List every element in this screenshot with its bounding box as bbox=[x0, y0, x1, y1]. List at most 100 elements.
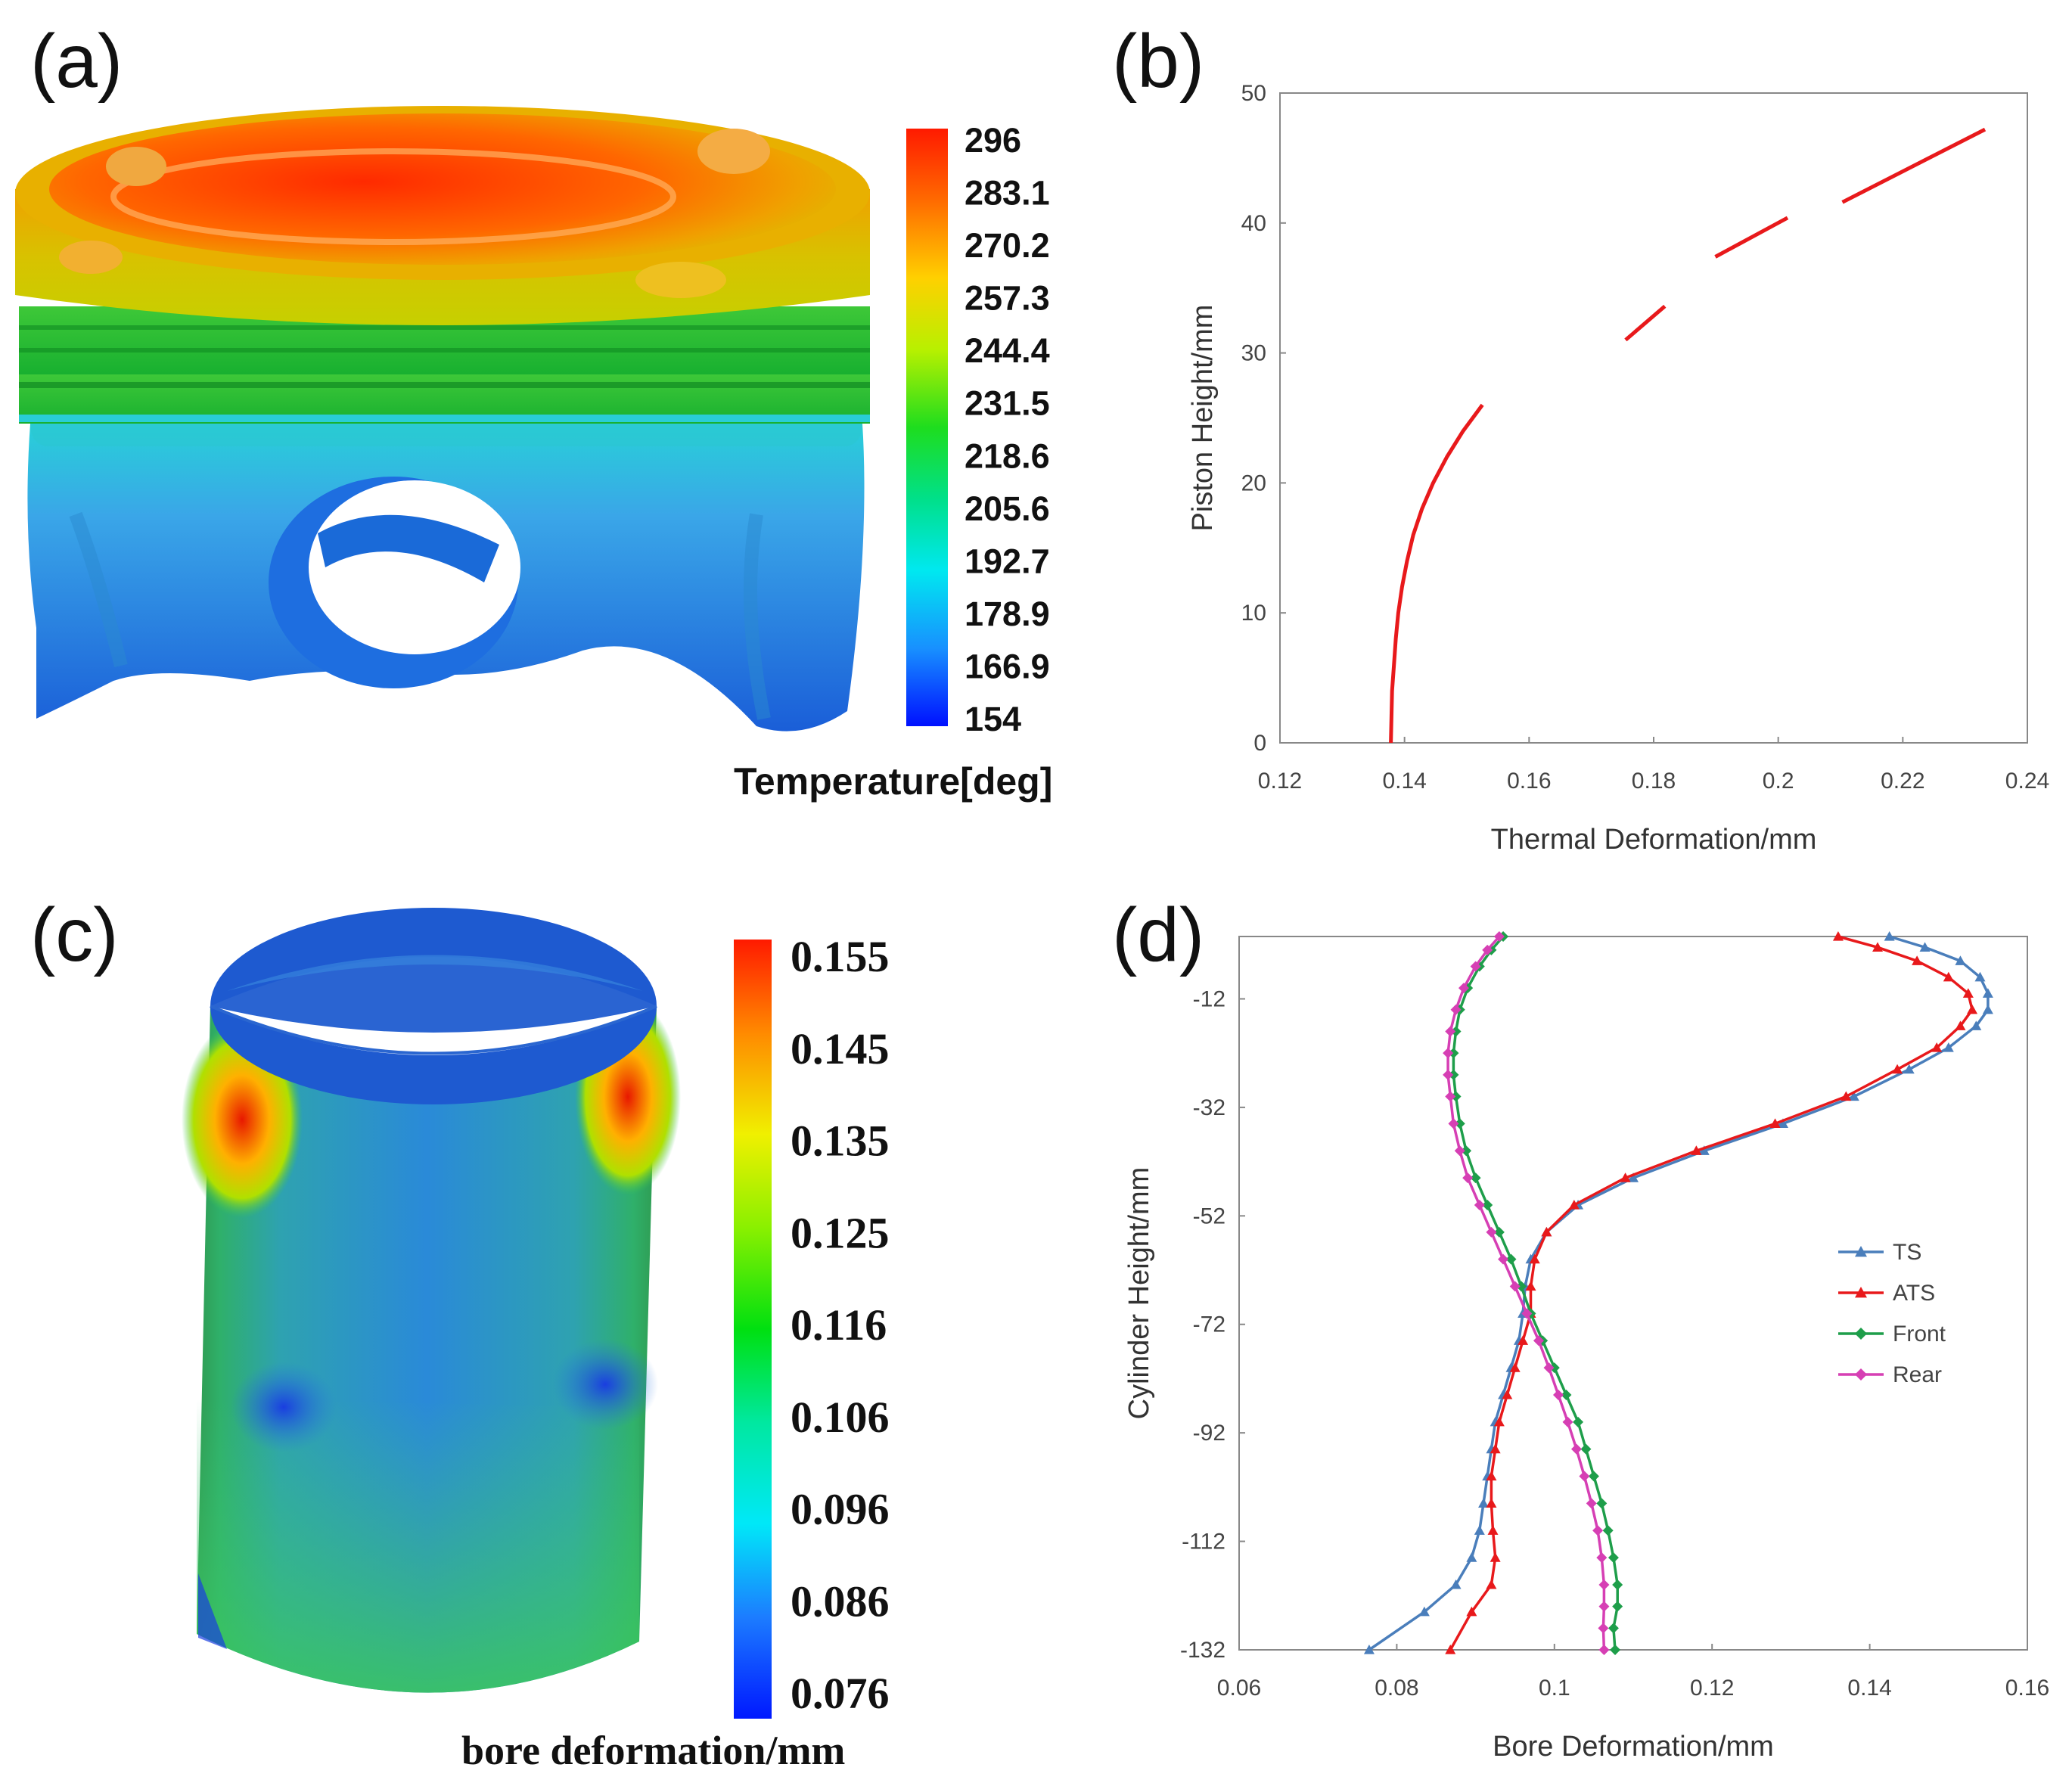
deformation-colorbar-label: 0.106 bbox=[791, 1393, 890, 1442]
temperature-colorbar bbox=[906, 129, 948, 726]
data-point bbox=[1586, 1498, 1597, 1509]
series-line bbox=[1624, 304, 1667, 342]
piston-render bbox=[15, 106, 870, 731]
data-point bbox=[1482, 1199, 1493, 1210]
legend: TS ATS Front Rear bbox=[1838, 1240, 1946, 1387]
cylinder-render bbox=[182, 908, 681, 1693]
data-point bbox=[1443, 1048, 1454, 1059]
data-point bbox=[1493, 1416, 1505, 1427]
x-tick-label: 0.08 bbox=[1375, 1676, 1418, 1701]
deformation-colorbar-label: 0.135 bbox=[791, 1117, 890, 1166]
data-point bbox=[1832, 931, 1844, 941]
temperature-colorbar-label: 244.4 bbox=[965, 331, 1050, 370]
panel-b-label: (b) bbox=[1112, 19, 1204, 104]
data-point bbox=[1505, 1253, 1517, 1265]
deformation-colorbar bbox=[734, 940, 772, 1719]
data-point bbox=[1521, 1308, 1533, 1319]
data-point bbox=[1955, 955, 1966, 965]
y-axis-title: Piston Height/mm bbox=[1187, 305, 1219, 532]
data-point bbox=[1482, 944, 1493, 955]
series-line bbox=[1841, 127, 1987, 204]
data-point bbox=[1580, 1443, 1592, 1455]
temperature-colorbar-title: Temperature[deg] bbox=[734, 760, 1052, 803]
data-point bbox=[1698, 1145, 1710, 1155]
data-point bbox=[1363, 1645, 1375, 1654]
data-point bbox=[1596, 1552, 1608, 1564]
data-point bbox=[1919, 942, 1931, 952]
temperature-colorbar-label: 257.3 bbox=[965, 279, 1050, 318]
data-point bbox=[1602, 1525, 1614, 1536]
x-tick-label: 0.16 bbox=[1507, 769, 1551, 794]
data-point bbox=[1955, 1020, 1966, 1030]
data-point bbox=[1562, 1416, 1573, 1427]
deformation-colorbar-label: 0.125 bbox=[791, 1208, 890, 1257]
y-tick-label: 30 bbox=[1241, 341, 1266, 366]
data-point bbox=[1769, 1118, 1781, 1129]
data-point bbox=[1612, 1579, 1623, 1590]
data-point bbox=[1458, 983, 1469, 994]
data-point bbox=[1486, 1579, 1497, 1589]
series-line bbox=[1446, 935, 1606, 1651]
y-tick-label: -92 bbox=[1193, 1421, 1225, 1446]
y-tick-label: -32 bbox=[1193, 1095, 1225, 1120]
panel-c-label: (c) bbox=[30, 893, 119, 977]
data-point bbox=[1516, 1281, 1527, 1292]
data-point bbox=[1592, 1525, 1604, 1536]
x-tick-label: 0.16 bbox=[2005, 1676, 2049, 1701]
data-point bbox=[1502, 1389, 1513, 1399]
data-point bbox=[1445, 1091, 1456, 1102]
data-point bbox=[1529, 1253, 1540, 1264]
data-point bbox=[1872, 942, 1884, 952]
deformation-colorbar-label: 0.076 bbox=[791, 1669, 890, 1718]
y-tick-label: 50 bbox=[1241, 81, 1266, 106]
series-line bbox=[1714, 216, 1789, 259]
data-point bbox=[1493, 931, 1505, 942]
series-line bbox=[1452, 935, 1619, 1651]
legend-item: ATS bbox=[1838, 1281, 1935, 1306]
data-point bbox=[1855, 1246, 1867, 1257]
data-point bbox=[1517, 1335, 1529, 1345]
data-point bbox=[1855, 1328, 1867, 1340]
y-tick-label: -72 bbox=[1193, 1312, 1225, 1337]
deformation-colorbar-labels: 0.155 0.145 0.135 0.125 0.116 0.106 0.096 0.086… bbox=[791, 932, 890, 1718]
x-tick-label: 0.1 bbox=[1539, 1676, 1570, 1701]
data-point bbox=[1509, 1362, 1521, 1372]
temperature-colorbar-label: 283.1 bbox=[965, 174, 1050, 213]
data-point bbox=[1549, 1362, 1560, 1374]
y-tick-label: 10 bbox=[1241, 601, 1266, 626]
panel-a-label: (a) bbox=[30, 19, 123, 104]
data-point bbox=[1612, 1601, 1623, 1612]
y-tick-label: 40 bbox=[1241, 211, 1266, 236]
data-point bbox=[1448, 1069, 1459, 1080]
y-tick-label: 20 bbox=[1241, 471, 1266, 495]
x-tick-label: 0.2 bbox=[1763, 769, 1794, 794]
data-point bbox=[1971, 1020, 1982, 1030]
data-point bbox=[1912, 955, 1923, 965]
data-point bbox=[1579, 1471, 1590, 1482]
temperature-colorbar-label: 270.2 bbox=[965, 226, 1050, 265]
data-point bbox=[1974, 971, 1986, 982]
temperature-colorbar-label: 154 bbox=[965, 700, 1021, 738]
series-rear bbox=[1443, 931, 1610, 1655]
legend-label: TS bbox=[1893, 1240, 1921, 1265]
y-tick-label: 0 bbox=[1253, 731, 1266, 756]
deformation-colorbar-label: 0.096 bbox=[791, 1485, 890, 1534]
x-tick-label: 0.14 bbox=[1382, 769, 1426, 794]
data-point bbox=[1855, 1287, 1867, 1298]
data-point bbox=[1588, 1471, 1599, 1482]
temperature-colorbar-label: 178.9 bbox=[965, 595, 1050, 633]
data-point bbox=[1841, 1091, 1852, 1101]
y-tick-label: -12 bbox=[1193, 986, 1225, 1011]
data-point bbox=[1598, 1601, 1610, 1612]
data-point bbox=[1487, 1525, 1499, 1535]
data-point bbox=[1461, 1145, 1472, 1157]
data-point bbox=[1608, 1552, 1619, 1564]
x-axis-title: Thermal Deformation/mm bbox=[1491, 824, 1817, 856]
data-point bbox=[1610, 1645, 1621, 1655]
series-line bbox=[1389, 403, 1484, 744]
data-point bbox=[1967, 1004, 1978, 1014]
data-point bbox=[1466, 1606, 1477, 1617]
data-point bbox=[1598, 1579, 1610, 1590]
